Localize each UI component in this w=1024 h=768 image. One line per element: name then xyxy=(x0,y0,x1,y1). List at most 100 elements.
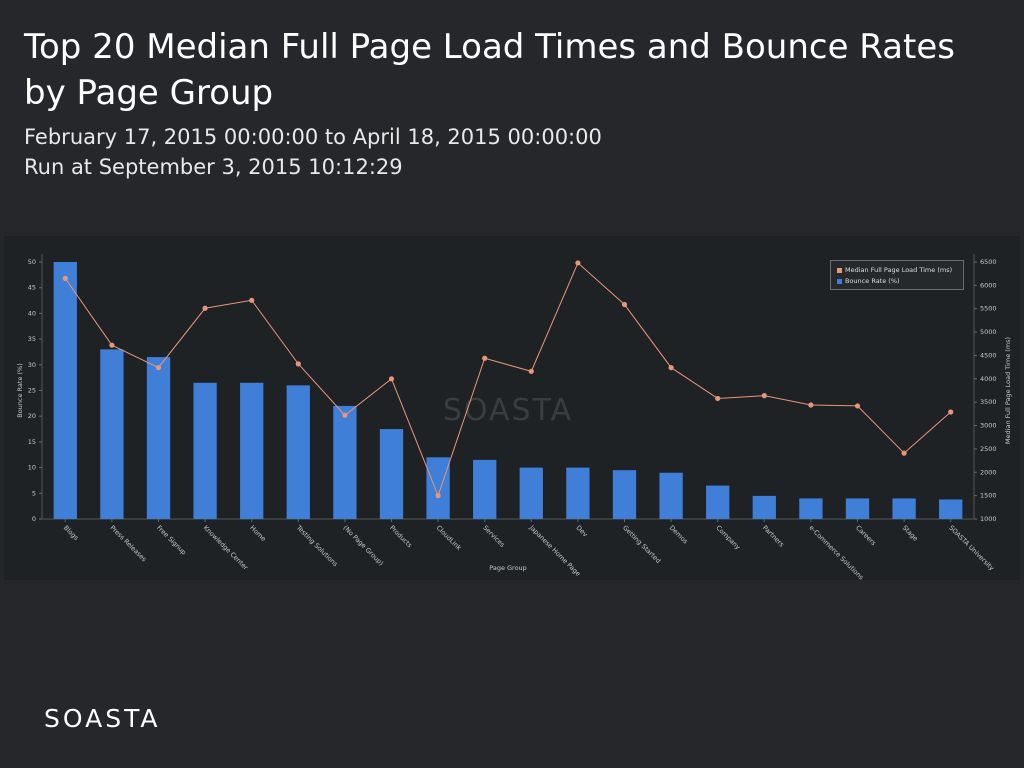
bar-bounce-rate xyxy=(706,485,730,519)
watermark: SOASTA xyxy=(443,393,573,428)
bar-bounce-rate xyxy=(53,262,77,519)
point-load-time xyxy=(808,402,814,408)
x-tick-label: Stage xyxy=(901,524,920,543)
x-axis-title: Page Group xyxy=(489,564,527,572)
y-left-tick-label: 25 xyxy=(28,387,36,395)
y-left-tick-label: 30 xyxy=(28,361,36,369)
bar-bounce-rate xyxy=(286,385,310,519)
point-load-time xyxy=(62,275,68,281)
y-right-tick-label: 6500 xyxy=(980,258,997,266)
y-left-tick-label: 15 xyxy=(28,438,36,446)
y-right-tick-label: 4000 xyxy=(980,375,997,383)
y-left-axis-title: Bounce Rate (%) xyxy=(16,363,24,418)
point-load-time xyxy=(388,376,395,382)
x-tick-label: Careers xyxy=(854,524,878,548)
chart-canvas: 0 5 10 15 20 25 30 35 40 45 50 1000 1500 2000 2500 3000… xyxy=(16,254,1012,580)
soasta-logo: SOASTA xyxy=(44,704,161,733)
point-load-time xyxy=(621,301,628,308)
y-left-tick-label: 20 xyxy=(28,412,36,420)
bar-bounce-rate xyxy=(426,457,450,519)
x-tick-label: Testing Solutions xyxy=(294,523,340,569)
chart-legend: Median Full Page Load Time (ms) Bounce R… xyxy=(830,260,964,290)
bar-bounce-rate xyxy=(566,467,590,519)
legend-label-bounce-rate: Bounce Rate (%) xyxy=(845,277,900,285)
point-load-time xyxy=(528,368,534,374)
legend-item-bounce-rate: Bounce Rate (%) xyxy=(837,276,900,286)
x-tick-label: SOASTA University xyxy=(947,524,996,573)
x-tick-label: Services xyxy=(481,524,506,549)
point-load-time xyxy=(249,297,255,303)
point-load-time xyxy=(948,409,954,415)
legend-label-load-time: Median Full Page Load Time (ms) xyxy=(845,266,953,274)
x-tick-label: Home xyxy=(248,524,267,543)
x-tick-label: Products xyxy=(388,524,414,550)
y-right-tick-label: 6000 xyxy=(980,281,997,289)
bar-bounce-rate xyxy=(659,472,683,519)
y-right-tick-label: 5000 xyxy=(980,328,997,336)
y-left-tick-label: 45 xyxy=(28,284,36,292)
bar-bounce-rate xyxy=(379,429,404,519)
point-load-time xyxy=(202,305,208,311)
x-tick-label: Press Releases xyxy=(108,524,148,564)
point-load-time xyxy=(761,393,767,399)
y-left-tick-label: 0 xyxy=(32,515,36,523)
legend-item-load-time: Median Full Page Load Time (ms) xyxy=(837,265,952,275)
bar-bounce-rate xyxy=(519,467,543,519)
page-title: Top 20 Median Full Page Load Times and B… xyxy=(24,27,955,113)
point-load-time xyxy=(854,403,861,409)
y-left-tick-label: 40 xyxy=(28,309,36,317)
point-load-time xyxy=(342,412,348,418)
y-right-tick-label: 1000 xyxy=(980,515,997,523)
x-tick-label: Japanese Home Page xyxy=(527,523,582,578)
x-tick-label: Free Signup xyxy=(155,524,188,557)
y-left-tick-label: 35 xyxy=(28,335,36,343)
x-tick-label: Dev xyxy=(574,524,589,539)
bar-bounce-rate xyxy=(100,349,124,519)
bar-bounce-rate xyxy=(752,495,776,519)
bar-bounce-rate xyxy=(612,470,637,519)
point-load-time xyxy=(668,365,674,371)
point-load-time xyxy=(575,260,581,266)
x-tick-label: (No Page Group) xyxy=(341,524,385,568)
point-load-time xyxy=(435,493,441,499)
x-tick-label: CloudLink xyxy=(435,524,463,552)
y-right-tick-label: 5500 xyxy=(980,305,997,313)
bar-bounce-rate xyxy=(892,498,916,519)
y-left-tick-label: 5 xyxy=(32,489,36,497)
y-right-tick-label: 4500 xyxy=(980,351,997,359)
y-right-tick-label: 3500 xyxy=(980,398,997,406)
bar-bounce-rate xyxy=(799,498,823,519)
point-load-time xyxy=(155,365,162,371)
y-right-tick-label: 2500 xyxy=(980,445,997,453)
y-left-tick-label: 10 xyxy=(28,464,36,472)
point-load-time xyxy=(482,355,488,361)
y-right-tick-label: 2000 xyxy=(980,468,997,476)
x-tick-label: Knowledge Center xyxy=(202,524,250,572)
bar-bounce-rate xyxy=(193,382,217,519)
bar-bounce-rate xyxy=(240,382,264,519)
x-tick-label: Company xyxy=(714,524,742,552)
combo-chart: 0 5 10 15 20 25 30 35 40 45 50 1000 1500 2000 2500 3000… xyxy=(4,236,1020,580)
bar-bounce-rate xyxy=(333,405,357,519)
point-load-time xyxy=(901,450,907,456)
line-load-time xyxy=(64,262,952,498)
date-range: February 17, 2015 00:00:00 to April 18, … xyxy=(24,125,602,149)
y-left-tick-label: 50 xyxy=(28,258,36,266)
report-subtitle: February 17, 2015 00:00:00 to April 18, … xyxy=(24,122,602,182)
point-load-time xyxy=(715,395,721,402)
bar-bounce-rate xyxy=(939,499,963,519)
point-load-time xyxy=(295,361,301,367)
legend-swatch-bar xyxy=(837,278,842,284)
y-right-tick-label: 3000 xyxy=(980,422,997,430)
y-right-axis-title: Median Full Page Load Time (ms) xyxy=(1004,337,1012,444)
x-tick-label: Demos xyxy=(668,524,690,546)
run-at: Run at September 3, 2015 10:12:29 xyxy=(24,155,403,179)
bar-bounce-rate xyxy=(473,459,497,519)
bar-bounce-rate xyxy=(146,357,171,519)
x-tick-label: Getting Started xyxy=(621,524,662,565)
point-load-time xyxy=(109,342,115,348)
legend-swatch-line xyxy=(837,267,842,273)
x-tick-label: Blogs xyxy=(62,524,81,543)
y-right-tick-label: 1500 xyxy=(980,492,997,500)
x-tick-label: Partners xyxy=(761,524,786,549)
